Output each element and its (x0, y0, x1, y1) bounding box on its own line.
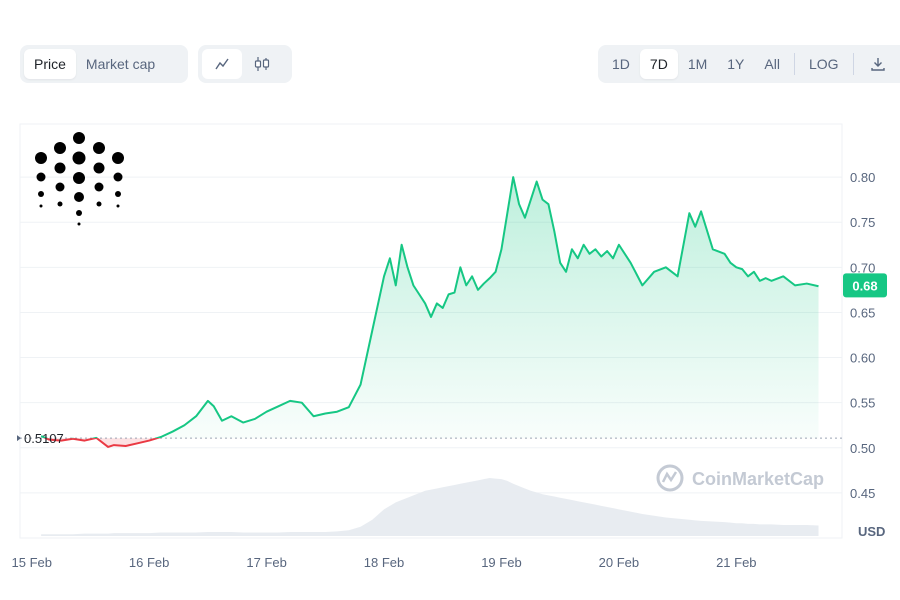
x-tick-label: 17 Feb (246, 555, 286, 570)
x-tick-label: 21 Feb (716, 555, 756, 570)
candlestick-icon[interactable] (242, 49, 282, 79)
current-price-badge: 0.68 (843, 273, 887, 298)
x-tick-label: 18 Feb (364, 555, 404, 570)
toolbar-divider (852, 53, 854, 75)
currency-label: USD (858, 524, 885, 539)
plot-frame (19, 123, 843, 539)
area-fill-up (41, 177, 819, 439)
y-tick-label: 0.60 (850, 351, 875, 366)
reference-arrow-icon (17, 435, 21, 442)
volume-area (41, 478, 819, 536)
range-1d[interactable]: 1D (612, 56, 630, 72)
y-tick-label: 0.45 (850, 486, 875, 501)
download-icon[interactable] (858, 49, 898, 79)
price-line (40, 176, 819, 448)
y-tick-label: 0.80 (850, 170, 875, 185)
coinmarketcap-watermark: CoinMarketCap (656, 464, 824, 492)
x-axis-labels: 15 Feb 16 Feb 17 Feb 18 Feb 19 Feb 20 Feb 21 F… (12, 555, 757, 570)
y-tick-label: 0.50 (850, 441, 875, 456)
range-all[interactable]: All (764, 56, 780, 72)
chart-style-toggle (198, 45, 292, 83)
reference-value-label: 0.5107 (24, 431, 64, 446)
log-scale-button[interactable]: LOG (808, 56, 839, 72)
y-tick-label: 0.65 (850, 305, 875, 320)
market-cap-tab[interactable]: Market cap (85, 56, 156, 72)
token-logo (35, 132, 124, 226)
current-price-text: 0.68 (852, 278, 877, 293)
range-1y[interactable]: 1Y (727, 56, 745, 72)
range-1m[interactable]: 1M (687, 56, 708, 72)
time-range-toggle: 1D 7D 1M 1Y All LOG (598, 45, 900, 83)
x-tick-label: 20 Feb (599, 555, 639, 570)
line-chart-icon[interactable] (202, 49, 242, 79)
y-tick-label: 0.55 (850, 396, 875, 411)
y-tick-label: 0.70 (850, 260, 875, 275)
y-tick-label: 0.75 (850, 215, 875, 230)
price-line-up (40, 176, 819, 439)
area-fill-down (41, 438, 819, 447)
y-axis-labels: 0.45 0.50 0.55 0.60 0.65 0.70 0.75 0.80 (850, 170, 875, 501)
x-tick-label: 19 Feb (481, 555, 521, 570)
x-tick-label: 16 Feb (129, 555, 169, 570)
toolbar-divider (793, 53, 795, 75)
chart-type-toggle: Price Market cap (20, 45, 188, 83)
price-area (41, 177, 819, 447)
price-tab[interactable]: Price (24, 49, 76, 79)
x-tick-label: 15 Feb (12, 555, 52, 570)
range-7d[interactable]: 7D (639, 49, 678, 79)
volume-fill (41, 478, 819, 536)
watermark-text: CoinMarketCap (692, 469, 824, 489)
